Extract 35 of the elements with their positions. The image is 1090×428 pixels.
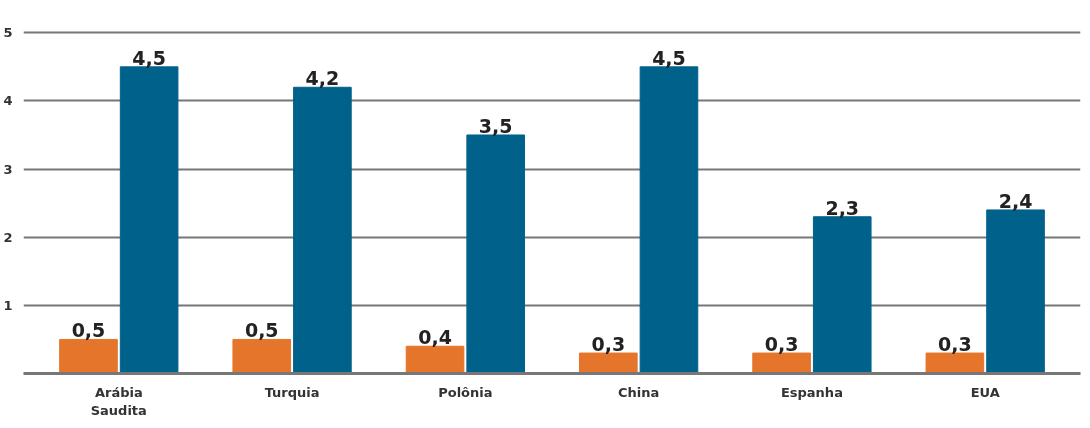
- x-tick-label: Espanha: [780, 384, 843, 400]
- data-label: 4,2: [305, 67, 340, 90]
- data-label: 0,5: [71, 319, 106, 342]
- data-label: 2,4: [998, 189, 1033, 212]
- y-tick-label: 4: [3, 93, 13, 109]
- data-label: 0,3: [764, 333, 799, 356]
- bar: [405, 345, 465, 374]
- data-label: 4,5: [652, 46, 686, 69]
- data-label: 4,5: [132, 46, 166, 69]
- bar: [639, 66, 699, 374]
- y-tick-label: 1: [3, 297, 13, 313]
- x-tick-label: Turquia: [264, 384, 320, 400]
- y-tick-label: 5: [3, 25, 13, 41]
- bar: [925, 352, 985, 374]
- bar: [466, 134, 525, 374]
- data-label: 3,5: [478, 114, 513, 137]
- bar: [293, 86, 352, 374]
- y-tick-label: 2: [3, 229, 13, 245]
- bar: [232, 338, 292, 374]
- data-label: 2,3: [825, 196, 860, 219]
- bar: [812, 216, 872, 374]
- data-label: 0,3: [591, 333, 626, 356]
- bar: [59, 338, 118, 374]
- x-tick-label: China: [618, 384, 660, 400]
- data-label: 0,3: [938, 333, 972, 356]
- bar: [986, 209, 1045, 374]
- bar: [119, 66, 179, 374]
- x-tick-label: Arábia Saudita: [90, 384, 147, 418]
- bar: [579, 352, 638, 374]
- bar: [752, 352, 811, 374]
- x-tick-label: Polônia: [438, 384, 493, 400]
- data-label: 0,5: [244, 319, 279, 342]
- y-tick-label: 3: [3, 161, 13, 177]
- data-label: 0,4: [418, 326, 452, 349]
- x-tick-label: EUA: [970, 384, 1000, 400]
